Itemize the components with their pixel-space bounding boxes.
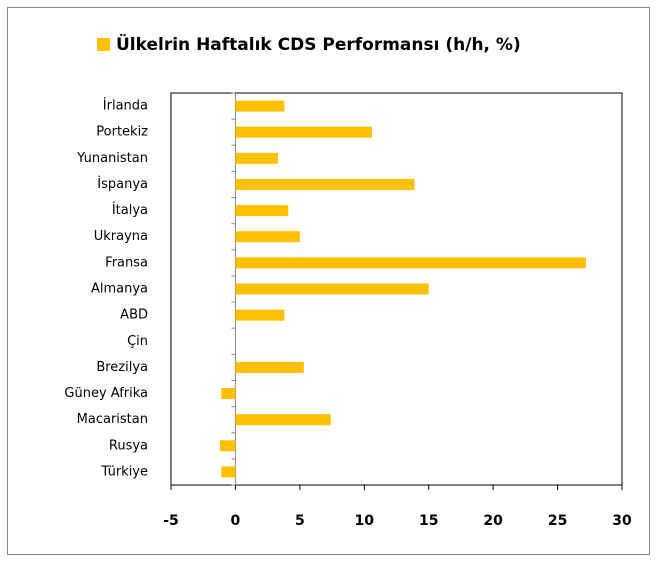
bar [235, 231, 300, 243]
bar [235, 257, 586, 269]
bar [235, 414, 331, 426]
chart-frame [7, 7, 650, 555]
chart-title: Ülkelrin Haftalık CDS Performansı (h/h, … [116, 33, 521, 55]
bar [235, 100, 285, 112]
bar [235, 283, 429, 295]
bar [221, 466, 236, 478]
y-tick-label: ABD [120, 308, 148, 323]
bar [221, 388, 236, 400]
bar [235, 361, 304, 373]
plot-area [170, 92, 623, 486]
x-tick-label: 20 [483, 513, 503, 529]
y-tick-label: Fransa [105, 255, 148, 270]
bar [219, 440, 236, 452]
y-tick-label: Türkiye [100, 464, 148, 479]
y-tick-label: Rusya [109, 438, 148, 453]
bar [235, 205, 289, 217]
bar [235, 309, 285, 321]
x-tick-label: 10 [355, 513, 375, 529]
y-tick-label: Güney Afrika [64, 386, 148, 401]
x-tick-label: 30 [612, 513, 632, 529]
x-tick-label: 25 [548, 513, 567, 529]
y-tick-label: İrlanda [103, 98, 148, 114]
y-tick-label: İtalya [112, 202, 148, 218]
y-tick-label: Brezilya [96, 360, 148, 375]
bar [235, 152, 278, 164]
legend-swatch [97, 38, 110, 51]
y-tick-label: Çin [127, 334, 148, 349]
bar [235, 126, 373, 138]
y-tick-label: Portekiz [96, 125, 148, 140]
x-tick-label: 0 [231, 513, 241, 529]
bar [235, 178, 415, 190]
y-tick-label: Macaristan [77, 412, 148, 427]
y-tick-label: Almanya [91, 282, 148, 297]
y-tick-label: Yunanistan [76, 151, 148, 166]
x-tick-label: 5 [295, 513, 305, 529]
x-tick-label: 15 [419, 513, 438, 529]
y-tick-label: İspanya [97, 176, 148, 192]
x-tick-label: -5 [163, 513, 179, 529]
y-tick-label: Ukrayna [94, 229, 148, 244]
